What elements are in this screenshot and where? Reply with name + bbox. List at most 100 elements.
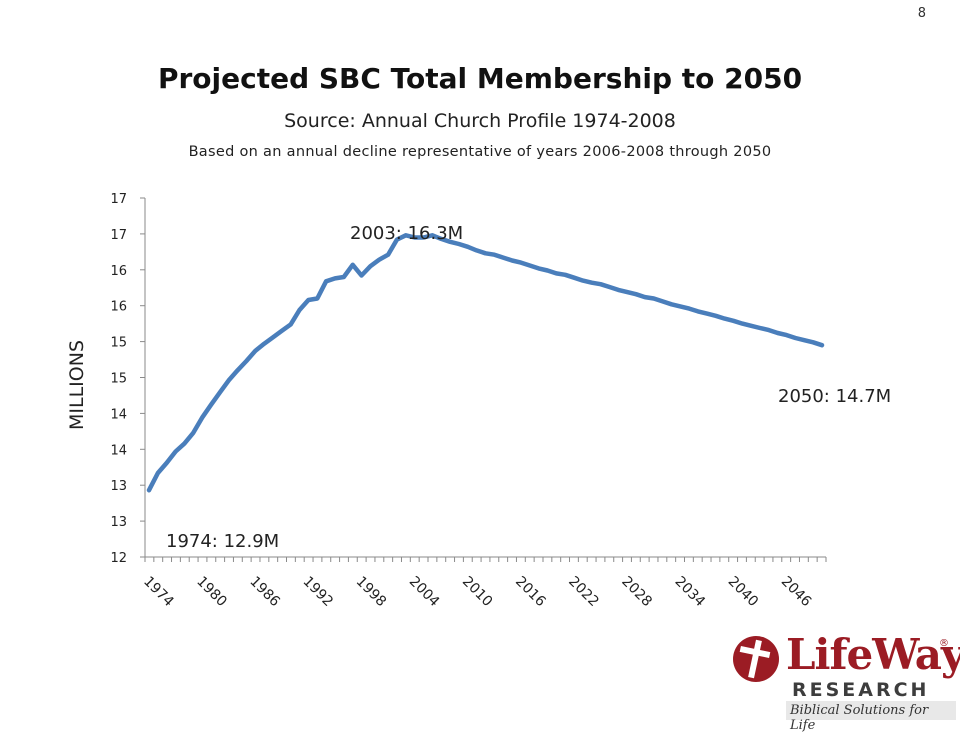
data-point bbox=[802, 338, 806, 342]
data-point bbox=[368, 264, 372, 268]
data-point bbox=[563, 273, 567, 277]
data-point bbox=[634, 292, 638, 296]
data-point bbox=[545, 268, 550, 273]
x-tick-label: 2022 bbox=[565, 574, 602, 611]
data-point bbox=[191, 431, 195, 435]
data-point bbox=[306, 298, 310, 302]
x-tick-label: 1992 bbox=[300, 574, 337, 611]
data-point bbox=[244, 359, 248, 363]
y-tick-label: 13 bbox=[110, 479, 127, 494]
data-point bbox=[572, 276, 576, 280]
data-point bbox=[475, 248, 479, 252]
data-point bbox=[740, 322, 744, 326]
data-point bbox=[395, 238, 399, 242]
data-point bbox=[421, 235, 426, 240]
lifeway-research-logo: LifeWay ® RESEARCH Biblical Solutions fo… bbox=[728, 630, 960, 733]
x-tick-label: 2016 bbox=[512, 574, 549, 611]
data-point bbox=[174, 449, 178, 454]
logo-tagline: Biblical Solutions for Life bbox=[790, 703, 929, 733]
x-ticks: 1974 1980 1986 1992 1998 2004 2010 2016 2022 2028… bbox=[140, 557, 827, 611]
x-tick-label: 1998 bbox=[353, 574, 390, 611]
data-point bbox=[758, 326, 762, 330]
lifeway-cross-icon bbox=[733, 636, 779, 682]
x-tick-label: 2004 bbox=[406, 574, 443, 611]
data-point bbox=[430, 233, 434, 237]
x-tick-label: 1986 bbox=[246, 574, 283, 611]
data-point bbox=[625, 290, 629, 294]
logo-wordmark: LifeWay bbox=[786, 630, 960, 679]
data-point bbox=[342, 275, 346, 279]
annotation-1974: 1974: 12.9M bbox=[166, 531, 279, 552]
data-point bbox=[519, 261, 523, 265]
data-point bbox=[466, 245, 470, 249]
data-point bbox=[678, 304, 682, 308]
data-point bbox=[324, 279, 328, 283]
data-point bbox=[404, 233, 408, 237]
data-point bbox=[253, 349, 257, 353]
data-point bbox=[723, 317, 727, 321]
chart-subtitle: Source: Annual Church Profile 1974-2008 bbox=[284, 110, 676, 132]
data-point bbox=[209, 403, 213, 407]
data-point bbox=[218, 391, 222, 395]
data-point bbox=[581, 279, 585, 283]
data-point bbox=[359, 273, 364, 278]
x-tick-label: 1980 bbox=[193, 574, 230, 611]
registered-mark: ® bbox=[939, 638, 949, 649]
page-number: 8 bbox=[917, 6, 926, 21]
data-point bbox=[607, 285, 612, 289]
data-point bbox=[200, 416, 204, 420]
data-point bbox=[289, 322, 293, 326]
data-point bbox=[377, 258, 381, 262]
data-point bbox=[554, 271, 558, 275]
data-point bbox=[297, 308, 302, 312]
y-tick-label: 13 bbox=[110, 515, 127, 530]
data-point bbox=[483, 251, 488, 255]
y-axis-label: MILLIONS bbox=[66, 340, 88, 430]
data-point bbox=[236, 368, 240, 372]
y-tick-label: 17 bbox=[110, 192, 127, 207]
x-tick-label: 2010 bbox=[459, 574, 496, 611]
data-point bbox=[652, 296, 656, 301]
data-point bbox=[386, 253, 390, 257]
y-tick-label: 16 bbox=[110, 300, 127, 315]
data-point bbox=[714, 314, 718, 318]
data-point bbox=[643, 295, 647, 299]
tagline-bar bbox=[786, 701, 956, 720]
data-point bbox=[147, 488, 151, 492]
data-point bbox=[731, 319, 736, 323]
data-point bbox=[182, 442, 186, 446]
y-tick-label: 12 bbox=[110, 551, 127, 566]
y-tick-label: 14 bbox=[110, 407, 127, 422]
data-point bbox=[820, 343, 824, 347]
x-tick-label: 2034 bbox=[671, 574, 708, 611]
data-point bbox=[767, 328, 771, 332]
y-tick-label: 15 bbox=[110, 336, 127, 351]
data-point bbox=[227, 378, 231, 382]
data-point bbox=[501, 256, 505, 260]
data-point bbox=[687, 307, 691, 311]
annotation-2003: 2003: 16.3M bbox=[350, 223, 463, 244]
data-point bbox=[669, 302, 674, 306]
data-point bbox=[492, 253, 496, 257]
data-point bbox=[280, 329, 284, 333]
data-point bbox=[537, 266, 541, 270]
x-tick-label: 1974 bbox=[140, 574, 177, 611]
data-point bbox=[351, 263, 355, 267]
annotation-2050: 2050: 14.7M bbox=[778, 386, 891, 407]
data-point bbox=[510, 258, 514, 263]
data-point bbox=[661, 299, 665, 303]
data-point bbox=[811, 340, 815, 344]
data-point bbox=[749, 324, 753, 328]
y-tick-label: 15 bbox=[110, 372, 127, 387]
chart-note: Based on an annual decline representativ… bbox=[188, 144, 772, 160]
series-points bbox=[147, 233, 824, 492]
data-point bbox=[315, 296, 319, 301]
data-point bbox=[457, 242, 461, 246]
y-tick-label: 14 bbox=[110, 443, 127, 458]
data-point bbox=[262, 342, 266, 346]
data-point bbox=[705, 312, 709, 316]
y-ticks: 12 13 13 14 14 15 15 16 16 17 17 bbox=[110, 192, 145, 566]
y-tick-label: 16 bbox=[110, 264, 127, 279]
data-point bbox=[776, 331, 780, 335]
